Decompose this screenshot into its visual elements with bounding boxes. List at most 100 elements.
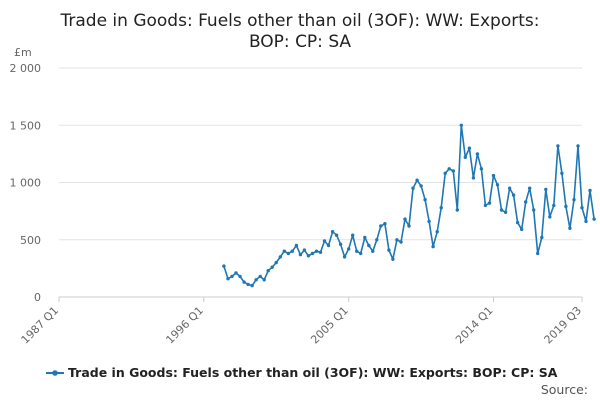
data-point[interactable]	[528, 186, 532, 190]
data-point[interactable]	[367, 243, 371, 248]
data-point[interactable]	[246, 282, 250, 287]
data-point[interactable]	[439, 206, 443, 210]
data-point[interactable]	[520, 227, 524, 232]
data-point[interactable]	[222, 264, 226, 268]
data-point[interactable]	[355, 249, 359, 253]
data-point[interactable]	[238, 274, 242, 279]
data-point[interactable]	[338, 242, 343, 246]
data-point[interactable]	[298, 252, 303, 257]
data-point[interactable]	[576, 144, 580, 148]
data-point[interactable]	[274, 260, 278, 265]
data-point[interactable]	[499, 208, 504, 212]
data-point[interactable]	[427, 219, 431, 224]
data-point[interactable]	[371, 249, 375, 253]
x-tick-label: 2014 Q1	[453, 304, 496, 347]
data-point[interactable]	[391, 257, 395, 261]
data-point[interactable]	[286, 251, 290, 256]
data-point[interactable]	[584, 219, 588, 224]
data-point[interactable]	[226, 277, 230, 281]
y-tick-label: 1 500	[10, 119, 42, 132]
data-point[interactable]	[375, 238, 379, 242]
data-point[interactable]	[580, 206, 584, 210]
data-point[interactable]	[407, 224, 411, 228]
data-point[interactable]	[347, 247, 351, 251]
data-point[interactable]	[322, 239, 327, 243]
data-point[interactable]	[318, 250, 323, 254]
data-point[interactable]	[270, 265, 274, 269]
x-tick-label: 1987 Q1	[19, 304, 62, 347]
data-point[interactable]	[536, 251, 540, 256]
data-point[interactable]	[552, 203, 556, 208]
data-point[interactable]	[459, 123, 463, 128]
data-point[interactable]	[254, 278, 258, 282]
data-point[interactable]	[242, 280, 246, 284]
data-point[interactable]	[515, 220, 520, 225]
data-point[interactable]	[495, 183, 500, 187]
data-point[interactable]	[544, 187, 548, 192]
data-point[interactable]	[363, 235, 367, 240]
data-point[interactable]	[572, 198, 576, 202]
data-point[interactable]	[326, 243, 331, 248]
data-point[interactable]	[419, 184, 423, 188]
data-point[interactable]	[592, 217, 596, 221]
data-point[interactable]	[588, 188, 592, 193]
data-point[interactable]	[403, 217, 407, 221]
data-point[interactable]	[435, 230, 439, 234]
data-point[interactable]	[471, 176, 476, 180]
data-point[interactable]	[262, 278, 266, 282]
data-point[interactable]	[511, 193, 516, 197]
data-point[interactable]	[234, 271, 238, 275]
data-point[interactable]	[395, 238, 399, 242]
data-point[interactable]	[282, 249, 286, 253]
data-point[interactable]	[423, 198, 427, 202]
data-point[interactable]	[290, 249, 294, 253]
data-point[interactable]	[463, 155, 467, 159]
data-point[interactable]	[294, 243, 299, 248]
data-point[interactable]	[278, 255, 282, 259]
data-point[interactable]	[411, 186, 415, 190]
data-point[interactable]	[564, 204, 568, 209]
data-point[interactable]	[443, 171, 447, 175]
data-point[interactable]	[359, 251, 363, 256]
data-point[interactable]	[250, 283, 254, 288]
data-point[interactable]	[524, 200, 528, 204]
data-point[interactable]	[258, 274, 262, 279]
data-point[interactable]	[455, 208, 459, 212]
data-point[interactable]	[415, 178, 419, 182]
data-point[interactable]	[491, 173, 496, 178]
y-tick-label: 0	[34, 291, 41, 304]
data-point[interactable]	[479, 167, 484, 171]
data-point[interactable]	[467, 146, 472, 150]
data-point[interactable]	[560, 171, 564, 175]
data-point[interactable]	[302, 248, 307, 252]
data-point[interactable]	[399, 240, 403, 244]
data-point[interactable]	[379, 224, 383, 228]
data-point[interactable]	[447, 167, 451, 171]
data-point[interactable]	[266, 269, 270, 273]
data-point[interactable]	[383, 222, 387, 226]
data-point[interactable]	[431, 244, 435, 249]
data-point[interactable]	[487, 201, 492, 205]
data-point[interactable]	[230, 274, 234, 279]
data-point[interactable]	[556, 144, 560, 148]
data-point[interactable]	[451, 169, 455, 173]
data-point[interactable]	[568, 226, 572, 230]
data-point[interactable]	[342, 255, 347, 259]
data-point[interactable]	[507, 186, 512, 190]
data-point[interactable]	[310, 251, 315, 256]
data-point[interactable]	[532, 208, 536, 212]
data-point[interactable]	[351, 233, 355, 237]
data-point[interactable]	[330, 230, 335, 234]
data-point[interactable]	[548, 215, 552, 219]
data-point[interactable]	[334, 233, 339, 237]
data-point[interactable]	[387, 248, 391, 252]
data-point[interactable]	[503, 210, 508, 214]
data-point[interactable]	[314, 249, 319, 253]
data-point[interactable]	[475, 152, 480, 156]
data-point[interactable]	[306, 254, 311, 258]
y-axis-ticks: 0 500 1 000 1 500 2 000	[10, 62, 42, 304]
legend[interactable]: Trade in Goods: Fuels other than oil (3O…	[46, 365, 558, 380]
data-point[interactable]	[540, 235, 544, 240]
data-point[interactable]	[483, 203, 488, 208]
